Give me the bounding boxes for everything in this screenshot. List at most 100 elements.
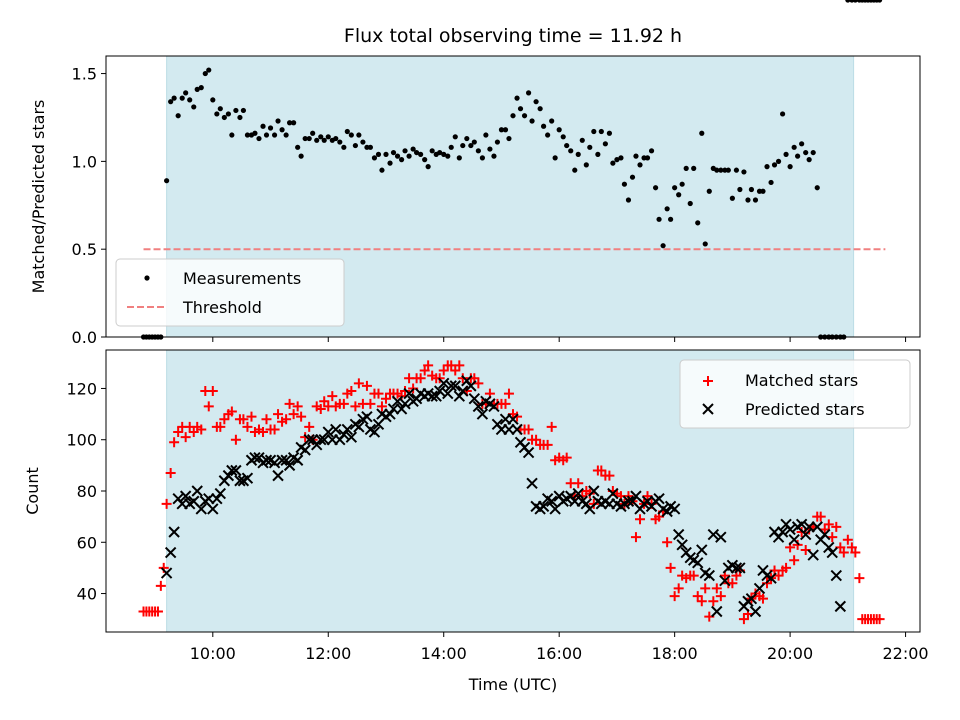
- matched-star-point: [819, 524, 830, 535]
- measurement-point: [575, 151, 581, 157]
- predicted-star-point: [226, 464, 238, 477]
- measurement-point: [441, 151, 447, 157]
- predicted-star-point: [387, 403, 400, 415]
- predicted-star-point: [426, 390, 438, 402]
- predicted-star-point: [711, 605, 723, 618]
- matched-star-point: [823, 519, 834, 530]
- predicted-star-point: [318, 434, 330, 446]
- matched-star-point: [152, 606, 163, 617]
- matched-star-point: [292, 401, 303, 412]
- matched-star-point: [226, 406, 237, 417]
- predicted-star-point: [241, 472, 254, 484]
- predicted-star-point: [753, 582, 766, 595]
- measurement-point: [298, 153, 304, 159]
- x-tick-label: 12:00: [305, 644, 351, 663]
- matched-star-point: [850, 547, 861, 558]
- measurement-point: [445, 153, 451, 159]
- matched-star-point: [854, 573, 865, 584]
- matched-star-point: [669, 591, 680, 602]
- matched-star-point: [338, 398, 349, 409]
- measurement-point: [468, 142, 474, 149]
- predicted-star-point: [203, 492, 215, 505]
- measurement-point: [475, 148, 481, 154]
- matched-star-point: [700, 583, 711, 594]
- measurement-point: [398, 157, 405, 163]
- measurement-point: [664, 206, 670, 212]
- predicted-star-point: [299, 444, 311, 456]
- predicted-star-point: [707, 528, 720, 541]
- matched-star-point: [238, 414, 249, 425]
- predicted-star-point: [453, 390, 466, 402]
- measurement-point: [295, 144, 301, 150]
- measurement-point: [279, 127, 285, 133]
- measurement-point: [876, 0, 883, 3]
- predicted-star-point: [222, 469, 235, 482]
- measurement-point: [275, 118, 281, 124]
- measurement-point: [183, 90, 189, 96]
- matched-star-point: [400, 386, 411, 397]
- measurement-point: [564, 142, 570, 149]
- measurement-point: [529, 118, 535, 124]
- predicted-star-point: [776, 526, 789, 538]
- measurement-point: [498, 127, 505, 133]
- measurement-point: [725, 167, 731, 173]
- predicted-star-point: [164, 546, 177, 559]
- measurement-point: [283, 132, 289, 138]
- legend-label-matched: Matched stars: [745, 371, 858, 390]
- measurement-point: [683, 165, 689, 171]
- matched-star-point: [304, 421, 315, 432]
- measurement-point: [771, 162, 778, 168]
- measurement-point: [587, 144, 593, 150]
- predicted-star-point: [341, 423, 354, 436]
- measurement-point: [533, 99, 539, 105]
- y-tick-label: 0.5: [72, 240, 97, 259]
- measurement-point: [217, 106, 223, 112]
- matched-star-point: [242, 421, 253, 432]
- matched-star-point: [503, 388, 514, 399]
- x-tick-label: 16:00: [536, 644, 582, 663]
- measurement-point: [244, 132, 251, 138]
- measurement-point: [187, 97, 193, 103]
- measurement-point: [648, 148, 655, 154]
- x-axis-label: Time (UTC): [468, 675, 557, 694]
- measurement-point: [286, 120, 293, 126]
- predicted-star-point: [696, 544, 708, 556]
- y-tick-label: 40: [77, 585, 97, 604]
- matched-star-point: [365, 398, 376, 409]
- measurement-point: [549, 118, 555, 124]
- predicted-star-point: [526, 477, 538, 490]
- measurement-point: [621, 181, 628, 187]
- predicted-star-point: [465, 380, 477, 392]
- measurement-point: [175, 113, 181, 119]
- predicted-star-point: [472, 400, 485, 413]
- measurement-point: [810, 149, 816, 156]
- matched-star-point: [246, 411, 257, 422]
- legend-label-measurements: Measurements: [183, 269, 301, 288]
- measurement-point: [852, 0, 858, 3]
- measurement-point: [625, 197, 632, 203]
- predicted-star-point: [211, 492, 223, 505]
- matched-star-point: [584, 488, 595, 499]
- predicted-star-point: [588, 485, 600, 497]
- measurement-point: [306, 135, 312, 142]
- predicted-star-point: [249, 451, 261, 464]
- measurement-point: [206, 67, 212, 73]
- measurement-point: [745, 197, 751, 203]
- measurement-point: [448, 144, 454, 150]
- matched-star-point: [373, 388, 384, 399]
- series-predicted-stars: [162, 376, 847, 618]
- matched-star-point: [523, 424, 534, 435]
- matched-star-point: [773, 570, 784, 581]
- measurement-point: [321, 137, 327, 143]
- matched-star-point: [630, 532, 641, 543]
- matched-star-point: [423, 360, 434, 371]
- predicted-star-point: [291, 454, 304, 466]
- measurement-point: [225, 111, 231, 117]
- predicted-star-point: [676, 539, 688, 551]
- predicted-star-point: [503, 423, 515, 436]
- predicted-star-point: [353, 421, 365, 433]
- measurement-point: [583, 162, 589, 168]
- measurement-point: [360, 139, 366, 145]
- matched-star-point: [258, 427, 269, 438]
- measurement-point: [402, 148, 408, 154]
